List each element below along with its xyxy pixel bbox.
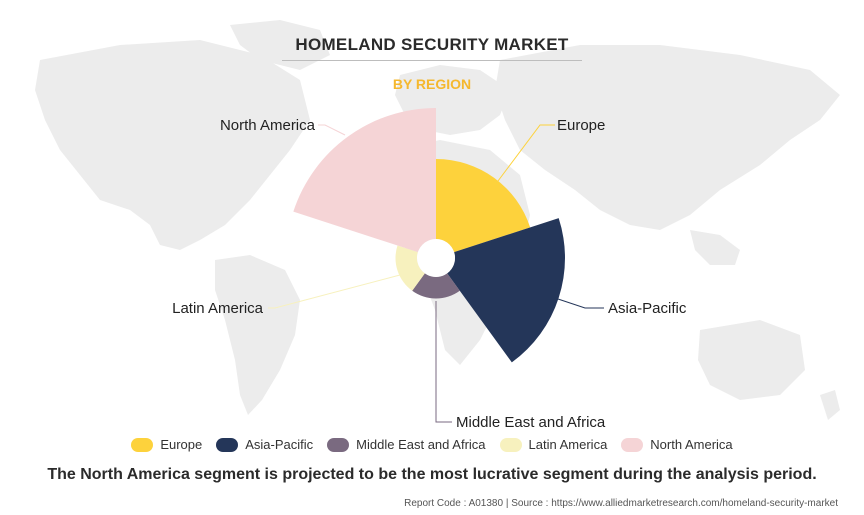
- label-latin-america: Latin America: [172, 300, 264, 317]
- segment-latin-america[interactable]: [395, 245, 425, 291]
- chart-subtitle: BY REGION: [392, 76, 472, 92]
- legend-label-north-america: North America: [650, 437, 733, 452]
- legend-item-europe[interactable]: Europe: [131, 437, 202, 452]
- chart-title: HOMELAND SECURITY MARKET: [295, 35, 569, 54]
- legend-swatch-latin-america: [499, 437, 522, 452]
- segment-europe[interactable]: [436, 159, 531, 253]
- legend-item-asia-pacific[interactable]: Asia-Pacific: [216, 437, 313, 452]
- title-divider: [282, 60, 582, 61]
- label-north-america: North America: [220, 117, 316, 134]
- legend-item-north-america[interactable]: North America: [621, 437, 733, 452]
- legend-swatch-asia-pacific: [216, 437, 239, 452]
- label-middle-east-africa: Middle East and Africa: [456, 414, 606, 431]
- label-europe: Europe: [557, 117, 605, 134]
- label-asia-pacific: Asia-Pacific: [608, 300, 687, 317]
- footnote: The North America segment is projected t…: [47, 466, 817, 483]
- leader-line-north-america: [318, 124, 346, 136]
- legend-label-europe: Europe: [160, 437, 203, 452]
- legend-label-asia-pacific: Asia-Pacific: [245, 437, 314, 452]
- segment-north-america[interactable]: [293, 108, 436, 253]
- leader-line-asia-pacific: [551, 296, 604, 309]
- center-hole: [417, 239, 455, 277]
- legend-swatch-middle-east-africa: [327, 437, 350, 452]
- leader-line-europe: [494, 124, 555, 186]
- legend-label-middle-east-africa: Middle East and Africa: [356, 437, 486, 452]
- legend-item-middle-east-africa[interactable]: Middle East and Africa: [327, 437, 486, 452]
- leader-line-latin-america: [268, 274, 401, 309]
- leader-line-middle-east-africa: [435, 301, 452, 423]
- segment-middle-east-and-africa[interactable]: [412, 273, 460, 299]
- segment-asia-pacific[interactable]: [447, 218, 565, 363]
- legend-item-latin-america[interactable]: Latin America: [499, 437, 608, 452]
- legend-swatch-north-america: [621, 437, 644, 452]
- legend-swatch-europe: [131, 437, 154, 452]
- legend-label-latin-america: Latin America: [528, 437, 608, 452]
- legend: Europe Asia-Pacific Middle East and Afri…: [0, 437, 864, 452]
- source-note: Report Code : A01380 | Source : https://…: [404, 498, 838, 509]
